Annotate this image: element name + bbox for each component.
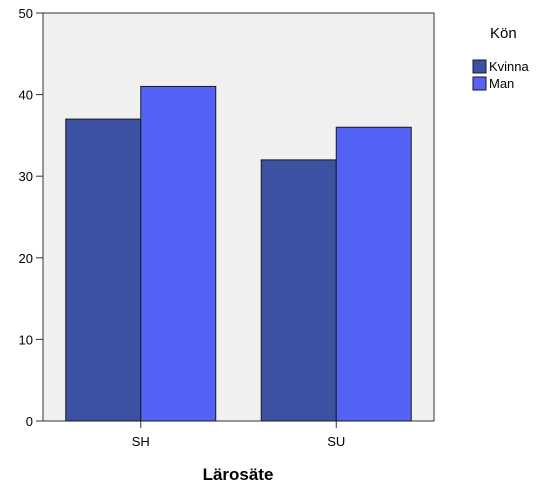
y-axis: 0 10 20 30 40 50 xyxy=(19,6,43,429)
x-tick-label: SU xyxy=(327,434,345,449)
legend-swatch-kvinna xyxy=(472,59,487,74)
legend-label-man: Man xyxy=(489,76,514,91)
bar-man-su xyxy=(335,126,412,422)
legend: Kön Kvinna Man xyxy=(472,25,530,91)
y-tick-label: 0 xyxy=(26,414,33,429)
y-tick-label: 10 xyxy=(19,332,33,347)
bar-kvinna-sh xyxy=(65,118,142,422)
bar-kvinna-su xyxy=(260,159,337,422)
x-axis: SH SU xyxy=(132,421,345,449)
legend-swatch-man xyxy=(472,76,487,91)
y-tick-label: 30 xyxy=(19,169,33,184)
x-tick-label: SH xyxy=(132,434,150,449)
x-axis-title: Lärosäte xyxy=(203,465,274,484)
legend-title: Kön xyxy=(490,25,517,42)
bar-man-sh xyxy=(140,85,217,422)
bars xyxy=(65,85,412,422)
y-tick-label: 40 xyxy=(19,88,33,103)
y-tick-label: 50 xyxy=(19,6,33,21)
y-tick-label: 20 xyxy=(19,251,33,266)
legend-label-kvinna: Kvinna xyxy=(489,59,530,74)
